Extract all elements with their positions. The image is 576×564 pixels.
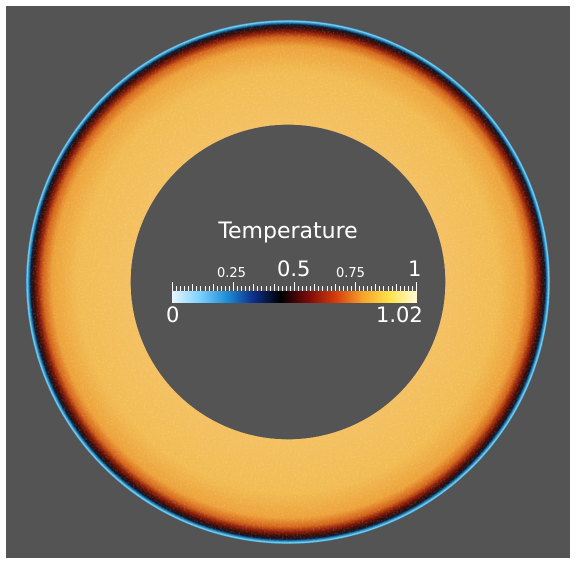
colorbar-tick [224,286,226,291]
inner-core [131,125,445,439]
colorbar-tick [192,284,194,291]
colorbar-tick [322,286,324,291]
colorbar-tick [241,286,243,291]
colorbar-tick [399,286,401,291]
colorbar-tick [407,286,409,291]
colorbar-tick [196,286,198,291]
colorbar-tick [310,286,312,291]
colorbar-tick [281,286,283,291]
colorbar-tick [355,282,356,291]
colorbar-tick [387,286,389,291]
colorbar-tick [289,286,291,291]
colorbar-tick [257,286,259,291]
colorbar-tick [212,284,214,291]
colorbar-tick [379,286,381,291]
colorbar-tick [277,286,279,291]
colorbar-tick [253,284,255,291]
colorbar-tick [302,286,304,291]
colorbar-tick [245,286,247,291]
colorbar-tick [216,286,218,291]
colorbar-tick [391,286,393,291]
colorbar-tick-label-0.5: 0.5 [277,257,311,281]
colorbar-min-label: 0 [166,303,180,327]
colorbar-tick [204,286,206,291]
colorbar-tick [306,286,308,291]
colorbar-tick [180,286,182,291]
render-viewport[interactable]: Temperature 0.25 0.5 0.75 1 0 1.02 [6,6,570,558]
colorbar-tick [416,282,417,291]
colorbar-tick-marks [172,282,417,291]
colorbar-tick [200,286,202,291]
colorbar-tick [269,286,271,291]
colorbar-tick [249,286,251,291]
colorbar-tick [273,284,275,291]
colorbar-tick [371,286,373,291]
colorbar-tick [411,286,413,291]
colorbar-tick [334,284,336,291]
colorbar-tick [363,286,365,291]
colorbar-tick [298,286,300,291]
colorbar-tick [395,284,397,291]
colorbar-title: Temperature [218,219,358,244]
colorbar-tick [237,286,239,291]
temperature-annulus-render [26,20,551,544]
colorbar-tick-label-0.75: 0.75 [336,266,365,281]
colorbar-tick [342,286,344,291]
colorbar-tick [338,286,340,291]
colorbar-tick [261,286,263,291]
colorbar-tick [383,286,385,291]
colorbar-tick [184,286,186,291]
colorbar-tick [326,286,328,291]
colorbar-tick [375,284,377,291]
colorbar-tick [220,286,222,291]
colorbar-tick [176,286,178,291]
colorbar-tick [350,286,352,291]
colorbar-tick-label-0.25: 0.25 [217,266,246,281]
colorbar-tick-label-1: 1 [408,257,422,281]
colorbar-tick [265,286,267,291]
colorbar-tick [359,286,361,291]
colorbar-tick [172,282,173,291]
colorbar-tick [208,286,210,291]
colorbar-tick [367,286,369,291]
colorbar-tick [318,286,320,291]
colorbar-tick [228,286,230,291]
colorbar-tick [314,284,316,291]
colorbar-tick [330,286,332,291]
colorbar-tick [403,286,405,291]
colorbar-tick [233,282,234,291]
colorbar-max-label: 1.02 [376,303,423,327]
colorbar-tick [294,282,295,291]
colorbar-tick [188,286,190,291]
colorbar-tick [285,286,287,291]
colorbar-tick [346,286,348,291]
colorbar-gradient [172,291,417,303]
